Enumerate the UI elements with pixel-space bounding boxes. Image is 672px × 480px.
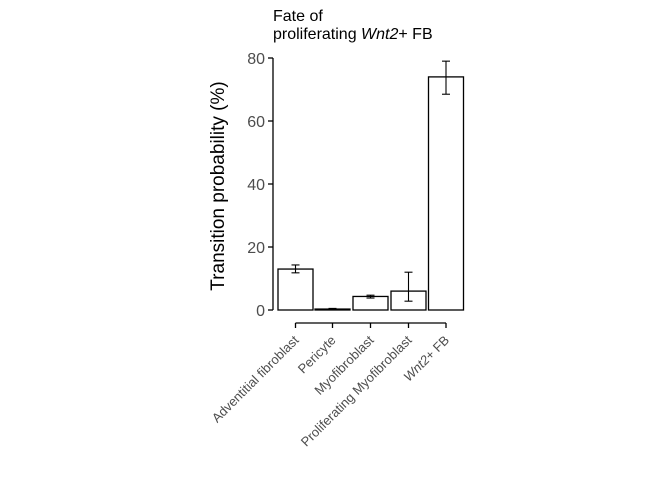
y-axis-ticks: 0 20 40 60 80 — [247, 51, 273, 320]
error-bars — [291, 60, 450, 311]
x-axis-ticks: Adventitial fibroblastPericyteMyofibrobl… — [209, 323, 452, 449]
chart-title-line: Fate of — [273, 8, 323, 25]
error-bar — [404, 271, 413, 302]
bars — [277, 76, 465, 311]
error-bar — [328, 307, 337, 311]
y-tick-label: 40 — [247, 177, 265, 194]
y-tick-label: 60 — [247, 114, 265, 131]
error-bar — [291, 264, 300, 274]
x-tick-label: Adventitial fibroblast — [209, 332, 302, 425]
y-tick-label: 0 — [256, 303, 265, 320]
error-bar — [442, 60, 450, 95]
error-bar — [366, 294, 375, 299]
chart-title-line: proliferating Wnt2+ FB — [273, 26, 433, 43]
y-tick-label: 80 — [247, 51, 265, 68]
bar — [427, 76, 465, 311]
bar — [277, 268, 314, 311]
y-axis-label: Transition probability (%) — [208, 81, 229, 290]
y-tick-label: 20 — [247, 240, 265, 257]
